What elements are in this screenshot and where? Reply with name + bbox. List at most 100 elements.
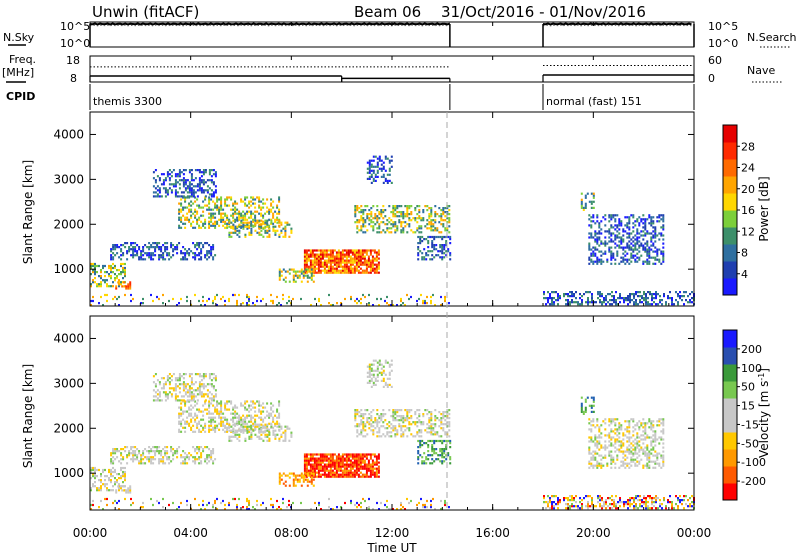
power-echo — [316, 254, 318, 256]
power-echo — [362, 223, 364, 225]
power-echo — [230, 215, 232, 217]
power-echo — [171, 183, 173, 185]
velocity-echo — [238, 421, 240, 423]
power-echo — [652, 222, 654, 224]
power-echo — [304, 266, 306, 268]
velocity-echo — [295, 475, 297, 477]
power-echo — [612, 255, 614, 257]
power-echo — [213, 195, 215, 197]
power-echo — [382, 209, 384, 211]
power-echo — [118, 256, 120, 258]
velocity-echo — [236, 424, 238, 426]
velocity-echo — [585, 409, 587, 411]
power-echo — [585, 291, 587, 293]
velocity-echo — [547, 503, 549, 505]
power-echo — [567, 301, 569, 303]
power-echo — [553, 303, 555, 305]
power-echo — [181, 195, 183, 197]
power-echo — [314, 260, 316, 262]
velocity-echo — [254, 426, 256, 428]
power-echo — [612, 216, 614, 218]
power-echo — [205, 181, 207, 183]
power-echo — [282, 228, 284, 230]
power-echo — [284, 228, 286, 230]
velocity-echo — [127, 487, 129, 489]
power-echo — [330, 266, 332, 268]
velocity-echo — [252, 402, 254, 404]
power-echo — [293, 269, 295, 271]
velocity-echo — [212, 460, 214, 462]
velocity-echo — [218, 411, 220, 413]
power-echo — [396, 215, 398, 217]
power-echo — [114, 279, 116, 281]
power-echo — [220, 217, 222, 219]
power-echo — [152, 252, 154, 254]
power-echo — [100, 275, 102, 277]
power-echo — [238, 226, 240, 228]
velocity-echo — [404, 429, 406, 431]
power-echo — [350, 262, 352, 264]
velocity-echo — [169, 387, 171, 389]
velocity-echo — [190, 427, 192, 429]
power-echo — [378, 258, 380, 260]
power-echo — [543, 297, 545, 299]
velocity-echo — [268, 415, 270, 417]
velocity-echo — [234, 415, 236, 417]
power-echo — [616, 234, 618, 236]
power-echo — [654, 232, 656, 234]
velocity-echo — [194, 413, 196, 415]
velocity-echo — [431, 454, 433, 456]
power-echo — [356, 258, 358, 260]
velocity-echo — [312, 468, 314, 470]
power-echo — [689, 299, 691, 301]
velocity-echo — [581, 403, 583, 405]
power-echo — [392, 215, 394, 217]
power-echo — [285, 271, 287, 273]
power-echo — [170, 244, 172, 246]
power-echo — [328, 270, 330, 272]
power-echo — [638, 236, 640, 238]
velocity-echo — [314, 458, 316, 460]
power-echo — [276, 217, 278, 219]
power-echo — [614, 263, 616, 265]
power-echo — [326, 264, 328, 266]
power-echo — [404, 213, 406, 215]
power-echo — [168, 258, 170, 260]
power-echo — [414, 219, 416, 221]
velocity-echo — [244, 409, 246, 411]
power-echo — [348, 256, 350, 258]
velocity-echo — [180, 423, 182, 425]
velocity-echo — [194, 462, 196, 464]
velocity-echo — [418, 429, 420, 431]
velocity-echo — [587, 505, 589, 507]
velocity-echo — [416, 421, 418, 423]
power-echo — [624, 259, 626, 261]
power-echo — [575, 297, 577, 299]
velocity-echo — [204, 425, 206, 427]
power-echo — [434, 227, 436, 229]
power-echo — [378, 262, 380, 264]
power-echo — [657, 293, 659, 295]
power-echo — [646, 259, 648, 261]
velocity-echo — [324, 474, 326, 476]
power-echo — [439, 250, 441, 252]
power-echo — [592, 214, 594, 216]
power-echo — [620, 238, 622, 240]
power-echo — [196, 254, 198, 256]
velocity-echo — [194, 460, 196, 462]
velocity-echo — [314, 462, 316, 464]
velocity-echo — [198, 450, 200, 452]
power-echo — [660, 251, 662, 253]
velocity-echo — [194, 419, 196, 421]
velocity-echo — [120, 452, 122, 454]
power-echo — [398, 219, 400, 221]
power-echo — [148, 248, 150, 250]
velocity-echo — [593, 399, 595, 401]
velocity-echo — [191, 373, 193, 375]
velocity-echo — [438, 425, 440, 427]
power-echo — [440, 296, 442, 298]
power-echo — [400, 205, 402, 207]
velocity-echo — [633, 499, 635, 501]
power-echo — [634, 261, 636, 263]
power-echo — [156, 246, 158, 248]
